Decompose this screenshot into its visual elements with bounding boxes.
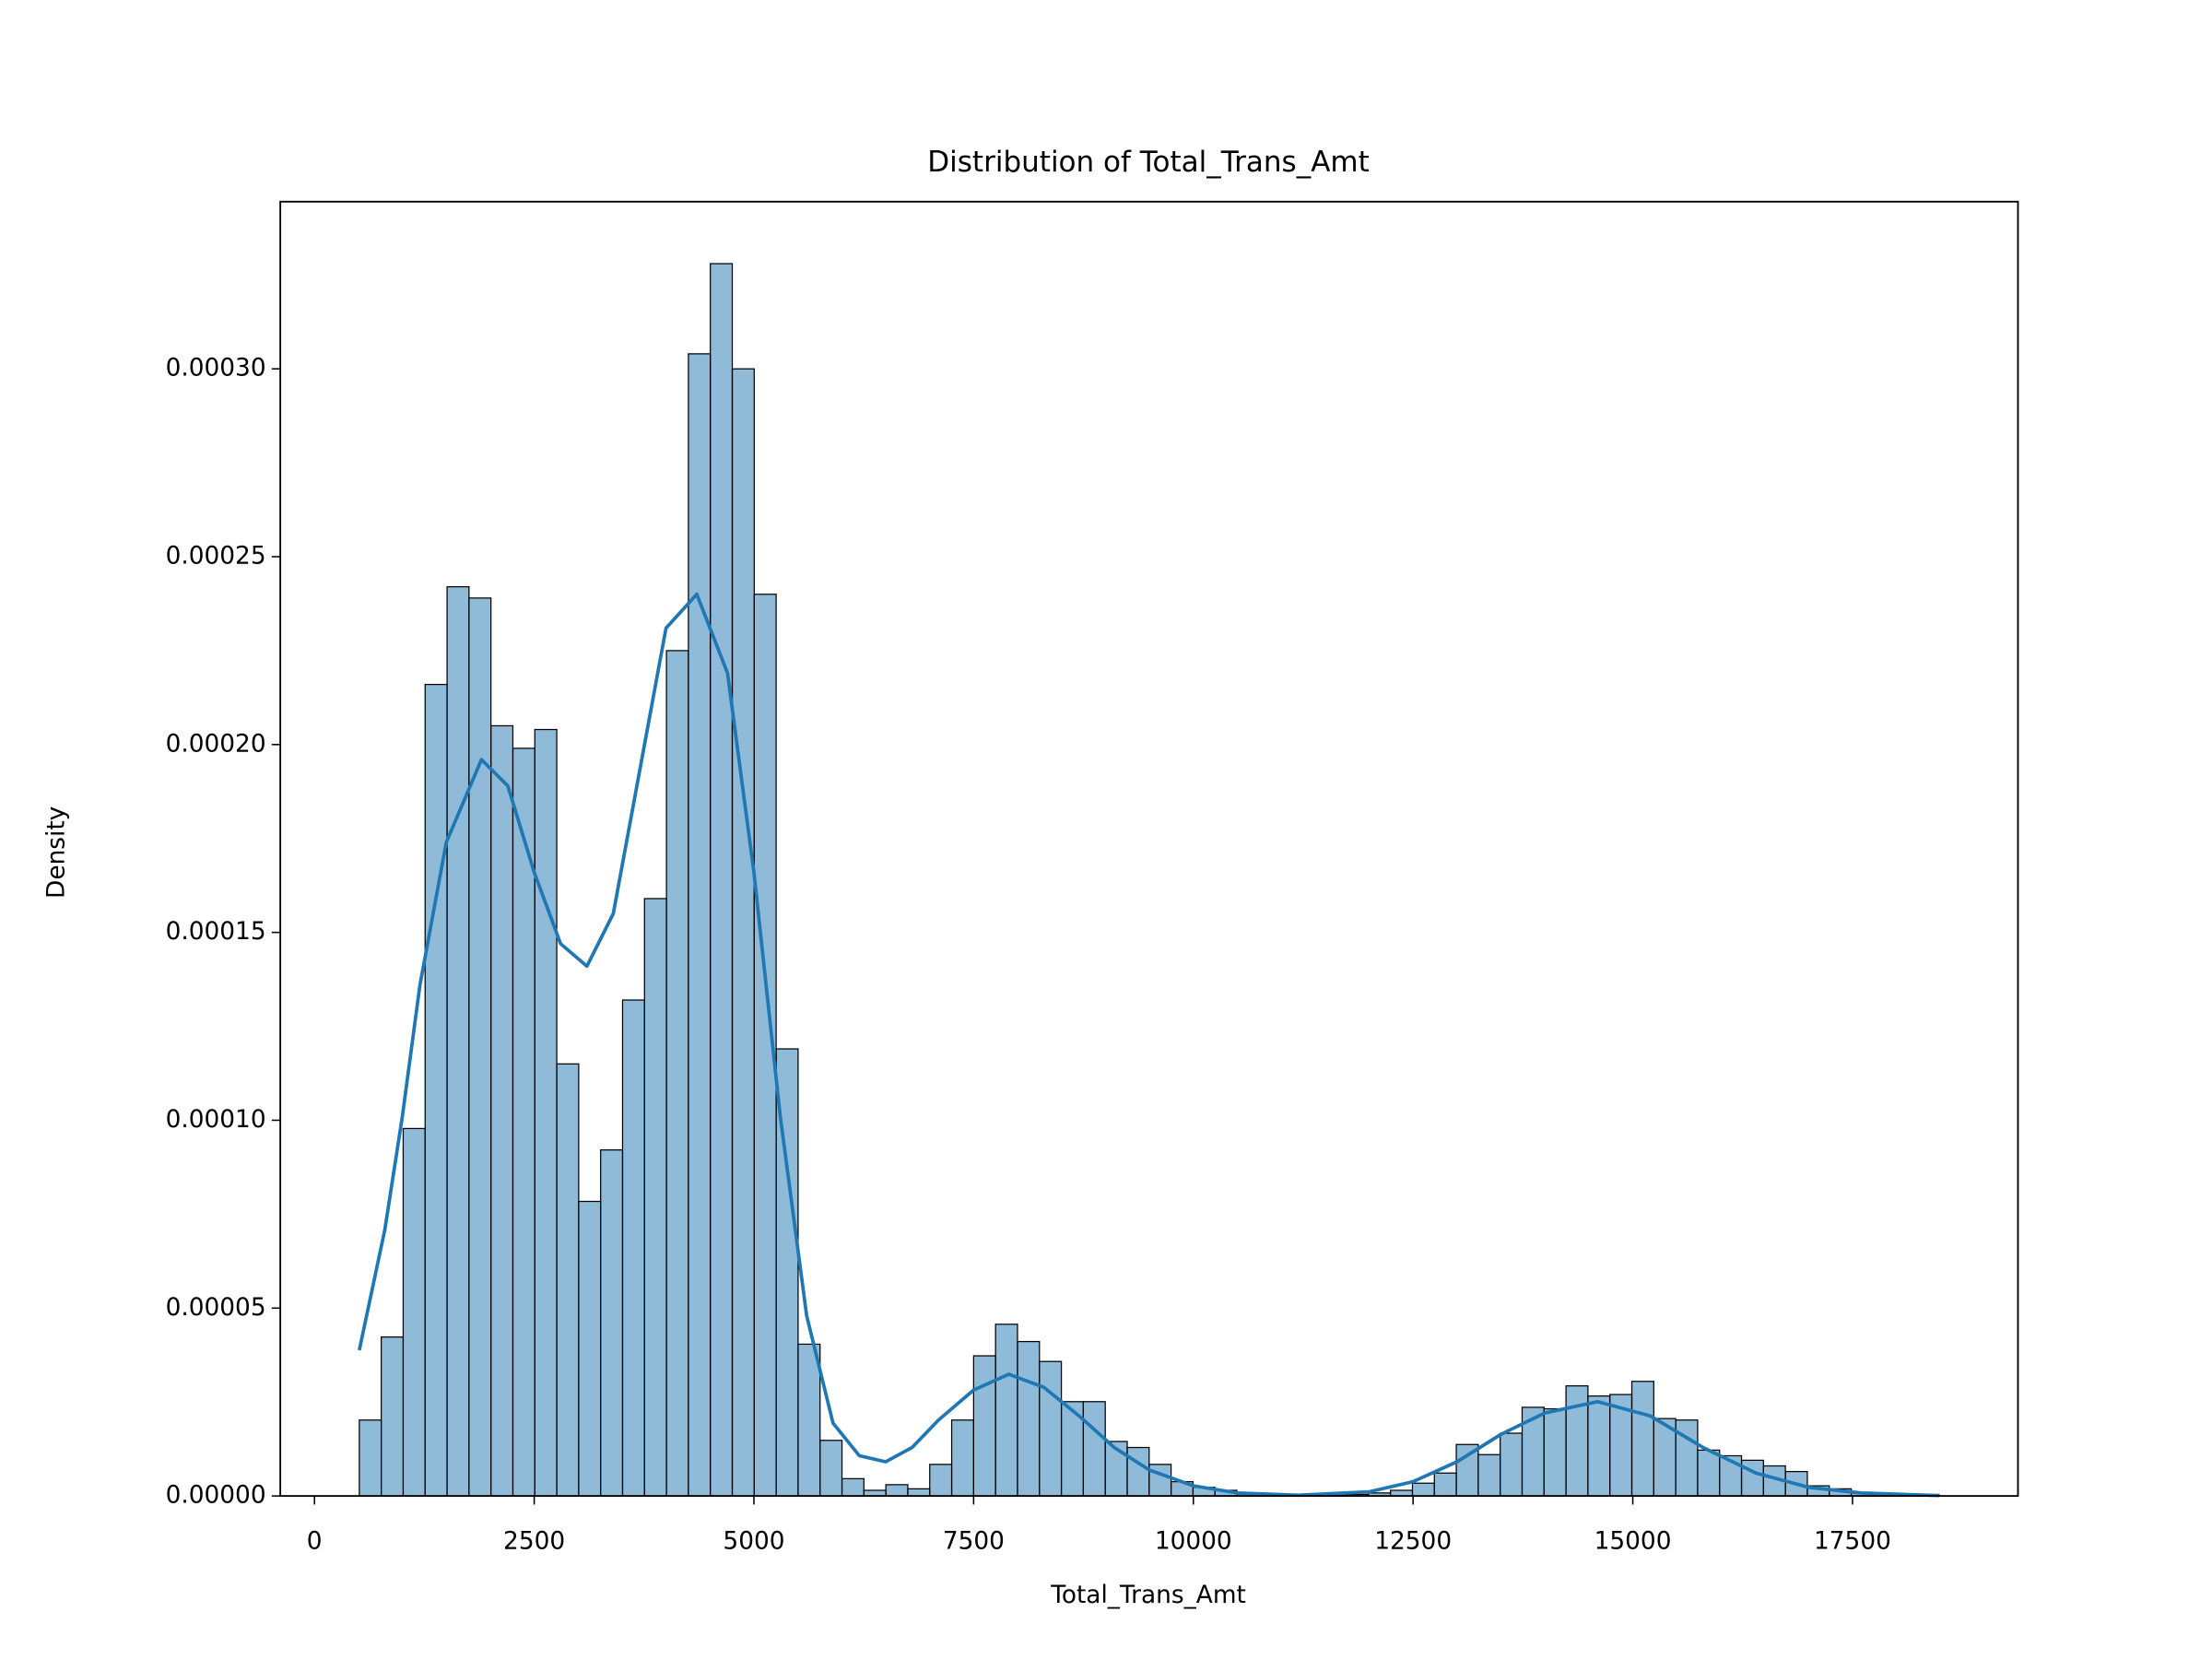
bar [359, 1419, 382, 1497]
bar [688, 353, 712, 1497]
bar [424, 683, 448, 1497]
bar [1587, 1395, 1611, 1497]
x-tick-label: 17500 [1814, 1527, 1891, 1555]
bar [797, 1343, 821, 1497]
x-axis-label: Total_Trans_Amt [1050, 1582, 1246, 1609]
y-tick-label: 0.00015 [166, 918, 266, 946]
bar [1500, 1432, 1524, 1497]
bar [907, 1488, 931, 1497]
bar [600, 1149, 624, 1497]
y-tick-label: 0.00010 [166, 1106, 266, 1134]
bar [1411, 1482, 1435, 1497]
y-tick-label: 0.00000 [166, 1482, 266, 1510]
bar [381, 1336, 405, 1497]
bar [819, 1440, 843, 1497]
bar [556, 1063, 580, 1497]
bar [1630, 1381, 1654, 1497]
bar [468, 597, 492, 1497]
x-tick-label: 12500 [1374, 1527, 1452, 1555]
bar [1740, 1459, 1764, 1497]
bar [950, 1419, 974, 1497]
y-tick-label: 0.00005 [166, 1294, 266, 1322]
bar [841, 1477, 865, 1497]
y-tick-label: 0.00020 [166, 730, 266, 758]
x-tick-label: 10000 [1155, 1527, 1232, 1555]
bar [994, 1324, 1018, 1497]
y-tick-label: 0.00030 [166, 355, 266, 382]
x-tick-label: 7500 [943, 1527, 1005, 1555]
bar [643, 898, 667, 1497]
y-axis-label: Density [43, 806, 71, 899]
chart-title: Distribution of Total_Trans_Amt [927, 146, 1370, 179]
bar [490, 724, 514, 1497]
bar [1017, 1340, 1041, 1497]
x-tick-label: 5000 [723, 1527, 784, 1555]
x-tick-label: 2500 [503, 1527, 565, 1555]
bar [1543, 1407, 1567, 1497]
bar [1697, 1449, 1721, 1497]
bar [1433, 1472, 1457, 1497]
bar [402, 1127, 426, 1497]
bar [1148, 1464, 1172, 1497]
bar [446, 586, 470, 1497]
bar [731, 368, 755, 1497]
bar [1477, 1453, 1501, 1497]
bar [885, 1484, 909, 1497]
x-tick-label: 0 [307, 1527, 323, 1555]
kde-line [358, 592, 1939, 1498]
bar [1126, 1446, 1150, 1497]
bar [972, 1355, 996, 1497]
bar [665, 650, 689, 1497]
bar [578, 1200, 602, 1497]
bar [1082, 1401, 1106, 1497]
plot-frame [279, 200, 2019, 1498]
bar [710, 263, 734, 1497]
bar [1039, 1360, 1063, 1497]
bar [621, 999, 645, 1497]
x-tick-label: 15000 [1594, 1527, 1672, 1555]
bar [534, 728, 558, 1497]
y-tick-label: 0.00025 [166, 543, 266, 571]
bar [1565, 1385, 1589, 1497]
bar [929, 1464, 953, 1497]
